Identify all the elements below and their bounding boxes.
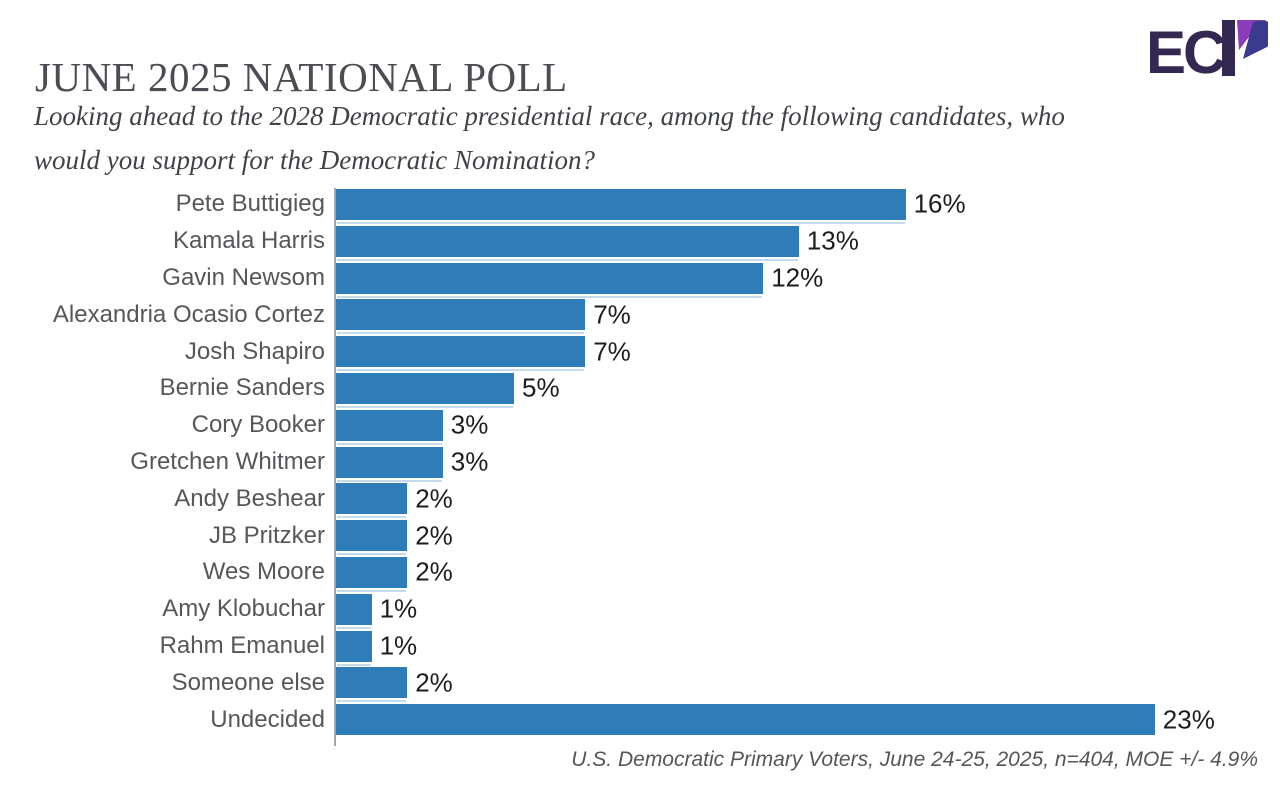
bar xyxy=(336,409,443,441)
value-label: 13% xyxy=(806,225,859,256)
category-label: Wes Moore xyxy=(202,558,325,586)
category-label: Undecided xyxy=(210,705,325,733)
value-label: 12% xyxy=(771,262,824,293)
chart-row: Rahm Emanuel 1% xyxy=(0,628,1280,665)
ecp-logo-p-stem xyxy=(1222,20,1235,76)
chart-row: Undecided 23% xyxy=(0,701,1280,738)
bar-chart: Pete Buttigieg 16% Kamala Harris 13% Gav… xyxy=(0,186,1280,746)
category-label: Gretchen Whitmer xyxy=(130,447,325,475)
bar xyxy=(336,372,514,404)
bar xyxy=(336,336,586,368)
value-label: 16% xyxy=(913,188,966,219)
category-label: Cory Booker xyxy=(191,411,325,439)
chart-row: Bernie Sanders 5% xyxy=(0,370,1280,407)
bar xyxy=(336,299,586,331)
chart-row: Andy Beshear 2% xyxy=(0,480,1280,517)
bar xyxy=(336,556,408,588)
bar xyxy=(336,189,906,220)
category-label: Kamala Harris xyxy=(172,227,325,255)
value-label: 23% xyxy=(1162,704,1215,735)
category-label: Josh Shapiro xyxy=(184,337,325,365)
category-label: JB Pritzker xyxy=(208,521,325,549)
value-label: 2% xyxy=(415,483,453,514)
value-label: 2% xyxy=(415,556,453,587)
chart-row: Someone else 2% xyxy=(0,664,1280,701)
category-label: Alexandria Ocasio Cortez xyxy=(52,300,325,328)
category-label: Andy Beshear xyxy=(174,484,325,512)
bar xyxy=(336,630,372,662)
footnote: U.S. Democratic Primary Voters, June 24-… xyxy=(571,748,1258,771)
category-label: Someone else xyxy=(171,668,325,696)
bar xyxy=(336,704,1155,736)
category-label: Gavin Newsom xyxy=(162,263,325,291)
category-label: Amy Klobuchar xyxy=(162,595,325,623)
bar xyxy=(336,520,408,552)
category-label: Rahm Emanuel xyxy=(159,631,325,659)
bar xyxy=(336,446,443,478)
chart-row: Josh Shapiro 7% xyxy=(0,333,1280,370)
value-label: 1% xyxy=(379,593,418,624)
value-label: 3% xyxy=(450,446,489,477)
chart-row: Kamala Harris 13% xyxy=(0,223,1280,260)
value-label: 1% xyxy=(379,630,418,661)
chart-row: Gretchen Whitmer 3% xyxy=(0,444,1280,481)
category-label: Pete Buttigieg xyxy=(175,190,325,218)
bar xyxy=(336,593,372,625)
poll-question-line1: Looking ahead to the 2028 Democratic pre… xyxy=(34,101,1065,131)
poll-question-line2: would you support for the Democratic Nom… xyxy=(34,145,595,175)
page-title: JUNE 2025 NATIONAL POLL xyxy=(35,54,568,101)
poll-question: Looking ahead to the 2028 Democratic pre… xyxy=(34,94,1249,182)
value-label: 7% xyxy=(593,336,631,367)
chart-row: Wes Moore 2% xyxy=(0,554,1280,591)
ecp-logo-letters: EC xyxy=(1148,19,1225,86)
chart-row: Alexandria Ocasio Cortez 7% xyxy=(0,296,1280,333)
bar xyxy=(336,262,764,294)
value-label: 3% xyxy=(450,409,489,440)
bar xyxy=(336,667,408,699)
chart-row: Gavin Newsom 12% xyxy=(0,260,1280,297)
chart-row: Pete Buttigieg 16% xyxy=(0,186,1280,223)
value-label: 2% xyxy=(415,520,453,551)
chart-row: JB Pritzker 2% xyxy=(0,517,1280,554)
ecp-logo-p-blue-wedge xyxy=(1243,20,1268,59)
category-label: Bernie Sanders xyxy=(159,374,325,402)
ecp-logo: EC xyxy=(1148,19,1268,86)
bar xyxy=(336,225,799,257)
value-label: 5% xyxy=(522,372,560,403)
y-axis-line xyxy=(334,188,336,746)
chart-row: Amy Klobuchar 1% xyxy=(0,591,1280,628)
bar xyxy=(336,483,408,515)
chart-row: Cory Booker 3% xyxy=(0,407,1280,444)
value-label: 2% xyxy=(415,667,453,698)
value-label: 7% xyxy=(593,299,631,330)
